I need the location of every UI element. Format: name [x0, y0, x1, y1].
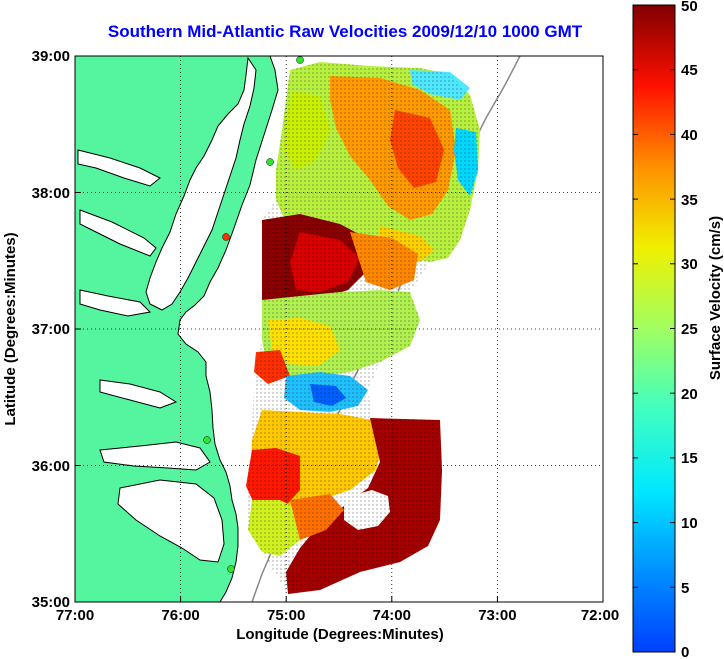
x-axis-label: Longitude (Degrees:Minutes) — [236, 626, 444, 643]
y-tick-label: 35:00 — [32, 594, 70, 611]
chesapeake-bay — [145, 56, 257, 311]
colorbar-tick-label: 40 — [681, 127, 698, 144]
station-marker — [203, 436, 211, 444]
colorbar-tick-label: 15 — [681, 450, 698, 467]
colorbar-tick-label: 5 — [681, 580, 689, 597]
colorbar-label: Surface Velocity (cm/s) — [707, 216, 724, 380]
x-tick-label: 77:00 — [56, 607, 94, 624]
colorbar-tick-label: 35 — [681, 192, 698, 209]
x-tick-label: 76:00 — [161, 607, 199, 624]
y-axis-label: Latitude (Degrees:Minutes) — [2, 232, 19, 425]
map-title: Southern Mid-Atlantic Raw Velocities 200… — [107, 22, 583, 41]
colorbar-tick-label: 25 — [681, 321, 698, 338]
y-tick-label: 38:00 — [32, 185, 70, 202]
pamlico-sound — [117, 479, 225, 563]
x-tick-label: 74:00 — [373, 607, 411, 624]
velocity-field — [246, 62, 480, 594]
station-marker — [222, 233, 230, 241]
colorbar-tick-label: 20 — [681, 386, 698, 403]
station-marker — [266, 158, 274, 166]
y-tick-label: 39:00 — [32, 48, 70, 65]
colorbar-ticks — [633, 69, 675, 588]
colorbar — [632, 4, 676, 653]
colorbar-tick-label: 30 — [681, 256, 698, 273]
station-marker — [296, 56, 304, 64]
colorbar-tick-label: 10 — [681, 515, 698, 532]
x-tick-label: 72:00 — [581, 607, 619, 624]
grid — [75, 56, 603, 602]
colorbar-tick-labels: 50 45 40 35 30 25 20 15 10 5 0 — [681, 0, 698, 659]
bay-branch — [79, 209, 157, 257]
bay-branch — [79, 289, 152, 317]
colorbar-tick-label: 45 — [681, 62, 698, 79]
colorbar-tick-label: 50 — [681, 0, 698, 15]
bay-branch — [77, 149, 161, 187]
x-tick-label: 73:00 — [478, 607, 516, 624]
y-tick-labels: 39:00 38:00 37:00 36:00 35:00 — [32, 48, 70, 611]
albemarle-sound — [99, 441, 211, 471]
x-tick-label: 75:00 — [267, 607, 305, 624]
y-tick-label: 36:00 — [32, 458, 70, 475]
station-marker — [227, 565, 235, 573]
river-inlet — [99, 379, 178, 409]
x-tick-labels: 77:00 76:00 75:00 74:00 73:00 72:00 — [56, 607, 619, 624]
y-tick-label: 37:00 — [32, 321, 70, 338]
colorbar-tick-label: 0 — [681, 644, 689, 659]
vector-arrows — [246, 62, 480, 594]
